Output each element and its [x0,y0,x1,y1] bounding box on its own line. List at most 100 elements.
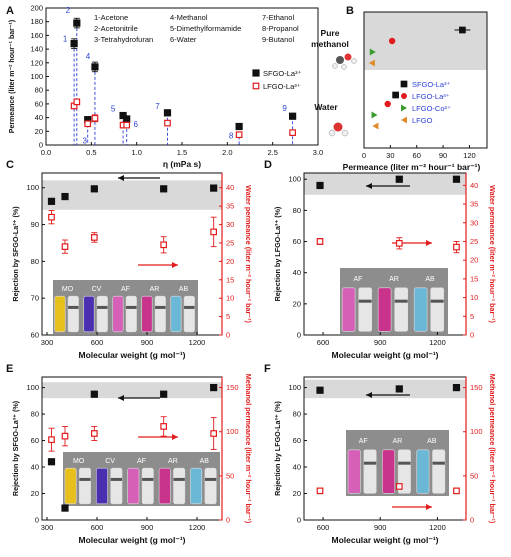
y-left-tick-label: 100 [288,175,301,184]
sfgo-point [91,63,99,71]
arrow-rejection-head [366,183,372,189]
solvent-key-entry: 4-Methanol [170,13,208,22]
y-right-axis-label: Water permeance (liter m⁻² hour⁻¹ bar⁻¹) [488,185,497,323]
y-right-tick-label: 30 [470,218,478,227]
rejection-point [90,390,98,398]
y-axis-label: Permeance (liter m⁻² hour⁻¹ bar⁻¹) [9,20,16,133]
vial-cap-band [173,477,185,481]
vial-label: AR [168,458,178,465]
atom [341,129,349,137]
x-tick-label: 1200 [189,338,206,347]
vial-label: AF [137,458,146,465]
legend-marker-lfgo-co [401,104,407,112]
y-right-tick-label: 35 [470,200,478,209]
y-right-tick-label: 150 [226,383,239,392]
y-right-axis-label: Methanol permeance (liter m⁻² hour⁻¹ bar… [244,374,253,524]
y-left-tick-label: 80 [31,257,39,266]
x-axis-label: η (mPa s) [163,159,201,169]
row-label-line1: Pure [321,28,340,38]
y-left-tick-label: 60 [31,331,39,340]
x-tick-label: 0.5 [86,148,96,157]
solvent-key-entry: 6-Water [170,35,197,44]
vial-feed [190,467,203,505]
x-tick-label: 1.5 [177,148,187,157]
permeance-point [453,243,460,251]
y-right-tick-label: 50 [226,471,234,480]
x-axis-label: Molecular weight (g mol⁻¹) [332,350,439,360]
shade-band [304,379,466,399]
atom [332,63,338,69]
solvent-number: 7 [155,102,160,111]
permeance-point [160,241,168,249]
arrow-permeance-head [172,434,178,440]
y-left-tick-label: 20 [293,299,301,308]
y-tick-label: 40 [35,113,43,122]
rejection-point [210,184,218,192]
vial-feed [112,295,124,333]
x-tick-label: 900 [141,338,154,347]
rejection-point [316,386,324,394]
sfgo-point [70,40,78,48]
vial-label: AF [359,438,368,445]
vial-permeate [394,287,408,332]
vial-permeate [125,295,137,333]
vial-feed [413,287,428,332]
legend-label: LFGO-La³⁺ [263,82,301,91]
vial-cap-band [68,305,79,309]
vial-cap-band [79,477,91,481]
vial-feed [341,287,356,332]
shade-band [304,173,466,195]
vial-permeate [183,295,195,333]
x-tick-label: 900 [374,523,387,532]
legend-marker-sfgo [252,69,260,77]
y-left-tick-label: 40 [293,268,301,277]
vial-feed [141,295,153,333]
vial-permeate [358,287,372,332]
y-right-tick-label: 50 [470,471,478,480]
vial-photo-background [340,268,448,334]
vial-permeate [173,467,186,505]
y-tick-label: 60 [35,99,43,108]
vial-feed [158,467,171,505]
permeance-point [90,234,98,241]
y-right-tick-label: 100 [226,427,239,436]
y-right-axis-label: Methanol permeance (liter m⁻² hour⁻¹ bar… [488,374,497,524]
y-left-tick-label: 80 [293,206,301,215]
vial-feed [377,287,392,332]
vial-cap-band [398,461,411,465]
x-tick-label: 300 [41,338,54,347]
permeance-point [316,238,324,245]
vial-cap-band [184,305,195,309]
solvent-number: 8 [229,132,234,141]
vial-cap-band [97,305,108,309]
permeance-point [316,487,324,495]
plot-frame [363,11,488,149]
y-left-tick-label: 0 [35,516,39,525]
x-tick-label: 1200 [429,523,446,532]
panel-label: A [6,5,14,17]
atom [333,122,343,132]
x-tick-label: 900 [374,338,387,347]
lfgo-point [84,120,92,128]
vial-feed [95,467,108,505]
y-right-tick-label: 40 [470,181,478,190]
legend-label: SFGO-La³⁺ [263,69,302,78]
vial-feed [416,449,430,494]
shade-band [42,180,222,210]
vial-permeate [110,467,123,505]
y-left-axis-label: Rejection by LFGO-La³⁺ (%) [273,400,282,495]
rejection-point [210,383,218,392]
x-axis-label: Molecular weight (g mol⁻¹) [79,535,186,545]
solvent-number: 9 [282,104,287,113]
solvent-number: 2 [66,6,71,15]
lfgo-point [235,131,243,139]
solvent-number: 1 [63,35,68,44]
atom [328,129,336,137]
solvent-key-entry: 7-Ethanol [262,13,294,22]
vial-label: MO [62,286,74,293]
lfgo-methanol-point [368,59,375,67]
y-tick-label: 120 [30,58,43,67]
y-left-tick-label: 40 [293,463,301,472]
vial-cap-band [155,305,166,309]
